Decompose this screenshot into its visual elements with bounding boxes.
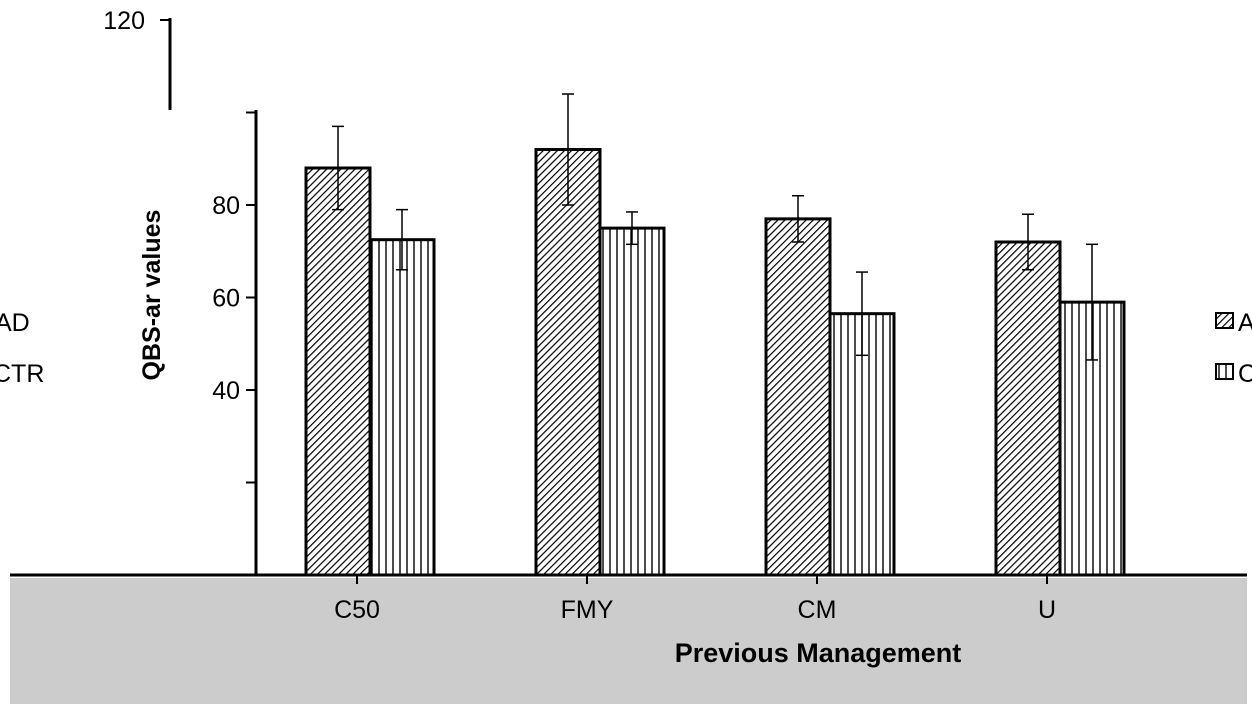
error-bars-group [332,93,1098,361]
bar-ad-cm [764,217,832,577]
bar-ad-fmy [534,148,602,577]
x-tick-label: U [1038,596,1056,624]
category-labels: C50 FMY CM U [334,596,1056,624]
legend-ctr-label: CTR [1238,360,1252,388]
x-tick-label: CM [798,596,837,624]
x-axis-title: Previous Management [675,638,962,668]
y-tick-label: 80 [212,192,240,220]
y-axis-title: QBS-ar values [138,210,166,381]
legend-ctr-swatch [1215,363,1234,380]
legend-left-ctr-label: CTR [0,360,44,388]
legend-left-ad-label: AD [0,309,30,337]
y-tick-label: 40 [212,377,240,405]
x-tick-label: FMY [561,596,614,624]
y-tick-label: 120 [103,7,145,35]
bar-ctr-cm [828,312,896,577]
y-tick-label: 60 [212,285,240,313]
y-ticks: 40 60 80 120 [103,7,256,576]
legend-ad-swatch [1215,312,1234,329]
x-tick-label: C50 [334,596,380,624]
bar-ad-c50 [304,166,372,577]
footer-band [10,578,1247,704]
legend-ad-label: AD [1238,309,1252,337]
bar-ad-u [994,240,1062,577]
bar-ctr-c50 [368,238,436,577]
bar-ctr-fmy [598,226,666,577]
bars-group [304,148,1126,577]
